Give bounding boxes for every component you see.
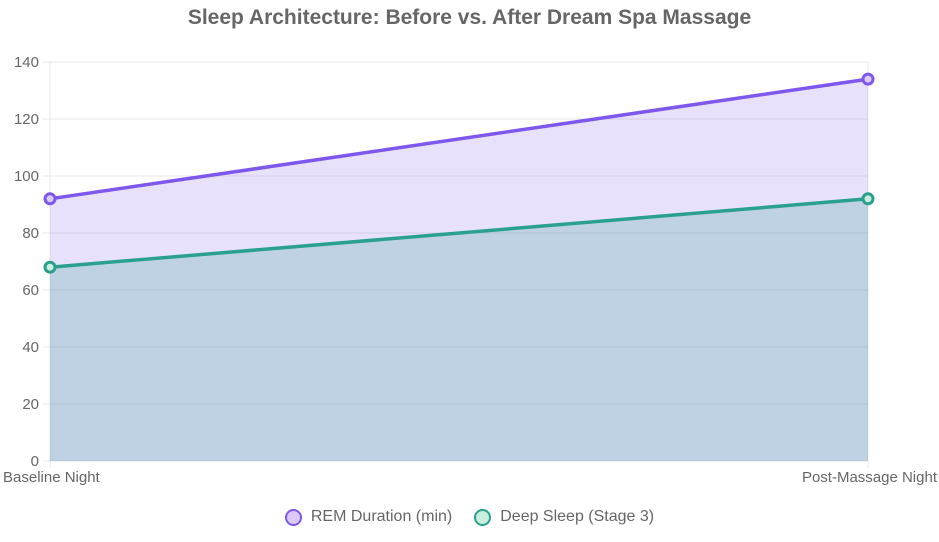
- y-tick-label-60: 60: [22, 282, 39, 299]
- y-tick-label-40: 40: [22, 339, 39, 356]
- y-tick-label-120: 120: [14, 111, 39, 128]
- legend-label-rem-duration: REM Duration (min): [310, 508, 453, 525]
- deep-sleep-stage-3-point-post-massage-night[interactable]: [861, 192, 875, 206]
- deep-sleep-stage-3-line: [48, 197, 870, 269]
- legend-item-rem-duration[interactable]: REM Duration (min): [284, 508, 453, 526]
- rem-duration-min-line: [48, 77, 870, 201]
- y-tick-label-0: 0: [31, 453, 39, 470]
- legend-item-deep-sleep[interactable]: Deep Sleep (Stage 3): [474, 508, 654, 526]
- x-tick-label-baseline-night: Baseline Night: [3, 469, 100, 486]
- y-tick-label-100: 100: [14, 168, 39, 185]
- rem-duration-legend-swatch-icon: [284, 508, 302, 526]
- deep-sleep-legend-swatch-icon: [474, 508, 492, 526]
- legend-label-deep-sleep: Deep Sleep (Stage 3): [500, 508, 655, 525]
- legend: REM Duration (min) Deep Sleep (Stage 3): [0, 508, 939, 526]
- x-tick-label-post-massage-night: Post-Massage Night: [801, 469, 937, 486]
- y-tick-label-140: 140: [14, 54, 39, 71]
- deep-sleep-stage-3-point-baseline-night[interactable]: [43, 260, 57, 274]
- rem-duration-min-area: [50, 79, 868, 461]
- rem-duration-min-point-baseline-night[interactable]: [43, 192, 57, 206]
- deep-sleep-stage-3-area: [50, 198, 868, 462]
- y-tick-label-80: 80: [22, 225, 39, 242]
- chart-title: Sleep Architecture: Before vs. After Dre…: [187, 6, 752, 29]
- y-tick-label-20: 20: [22, 396, 39, 413]
- rem-duration-min-point-post-massage-night[interactable]: [861, 72, 875, 86]
